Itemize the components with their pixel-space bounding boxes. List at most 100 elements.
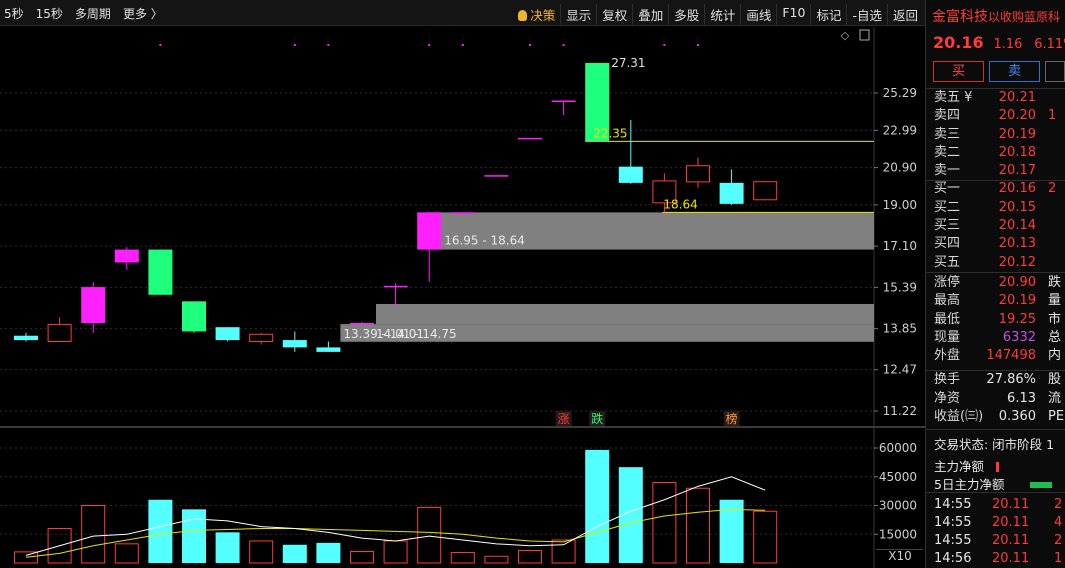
divider (926, 492, 1065, 493)
quote-row[interactable]: 卖二 20.18 (926, 144, 1065, 162)
price-annotation: 13.39 - 14.01 (343, 327, 424, 341)
volume-bar (350, 551, 374, 564)
trade-status: 交易状态: 闭市阶段 1 (934, 437, 1055, 452)
price-tick-label: 19.00 (883, 198, 917, 212)
overlay-button[interactable]: 叠加 (632, 4, 668, 25)
volume-bar (551, 539, 576, 564)
divider (926, 370, 1065, 371)
last-price: 20.16 (933, 33, 984, 52)
quote-value: 27.86% (986, 372, 1036, 388)
volume-bar (686, 487, 710, 564)
quote-label: 涨停 (934, 274, 961, 290)
mark-button[interactable]: 标记 (810, 4, 846, 25)
f10-button[interactable]: F10 (776, 4, 810, 25)
quote-label: 卖五 ¥ (934, 90, 973, 105)
volume-multiplier: X10 (888, 549, 912, 563)
quote-row[interactable]: 买五 20.12 (926, 254, 1065, 272)
stock-name[interactable]: 金富科技 (932, 9, 988, 25)
info-icon[interactable] (996, 462, 999, 472)
quote-row[interactable]: 卖四 20.20 1 (926, 107, 1065, 125)
quote-value: 20.18 (998, 144, 1036, 160)
candle-body (585, 62, 610, 142)
quote-row[interactable]: 收益(㈢) 0.360 PE (926, 408, 1065, 426)
quote-row[interactable]: 换手 27.86% 股 (926, 371, 1065, 389)
quote-row[interactable]: 买三 20.14 (926, 217, 1065, 235)
quote-row[interactable]: 买一 20.16 2 (926, 180, 1065, 198)
quote-row[interactable]: 最低 19.25 市 (926, 311, 1065, 329)
quote-row[interactable]: 买二 20.15 (926, 199, 1065, 217)
volume-bar (652, 482, 677, 564)
quote-row[interactable]: 涨停 20.90 跌 (926, 274, 1065, 292)
flow-bar (1030, 482, 1053, 488)
buy-button[interactable]: 买 (933, 61, 984, 82)
tick-volume: 2 (1054, 533, 1063, 548)
quote-label: 卖三 (934, 126, 961, 142)
quote-extra: 1 (1048, 108, 1057, 124)
volume-chart[interactable]: 60000 45000 30000 15000 X10 (0, 428, 925, 568)
event-tag-bg (589, 411, 606, 426)
volume-bar (282, 544, 307, 563)
period-15s[interactable]: 15秒 (35, 7, 63, 21)
period-selector: 5秒 15秒 多周期 更多 〉 (4, 5, 163, 22)
tick-row: 14:55 20.11 4 (926, 514, 1065, 532)
divider (926, 88, 1065, 89)
quote-row[interactable]: 买四 20.13 (926, 235, 1065, 253)
tick-row: 14:55 20.11 2 (926, 532, 1065, 550)
quote-row[interactable]: 卖三 20.19 (926, 126, 1065, 144)
quote-extra: 总 (1048, 329, 1062, 345)
candle-body (81, 287, 106, 323)
decision-button[interactable]: 决策 (513, 4, 560, 25)
candle-body (215, 327, 240, 341)
candle-body (618, 166, 643, 183)
event-tag-bg (723, 411, 740, 426)
quote-value: 19.25 (998, 311, 1036, 327)
display-button[interactable]: 显示 (560, 4, 596, 25)
back-button[interactable]: 返回 (886, 4, 923, 25)
statistics-button[interactable]: 统计 (704, 4, 740, 25)
quote-row[interactable]: 现量 6332 总 (926, 329, 1065, 347)
volume-bar (148, 499, 173, 563)
price-tick-label: 15.39 (883, 280, 917, 294)
quote-label: 外盘 (934, 348, 961, 364)
event-tag: 榜 (726, 411, 738, 426)
draw-line-button[interactable]: 画线 (740, 4, 776, 25)
candlestick-chart[interactable]: 25.29 22.99 20.90 19.00 17.10 15.39 13.85 12.47… (0, 27, 925, 427)
quote-row[interactable]: 卖一 20.17 (926, 162, 1065, 180)
volume-tick-label: 45000 (879, 470, 917, 484)
quote-value: 20.12 (998, 254, 1036, 270)
price-summary: 20.16 1.16 6.11% (933, 33, 1065, 52)
more-button[interactable] (1045, 61, 1065, 82)
quote-row[interactable]: 卖五 ¥ 20.21 (926, 89, 1065, 107)
quote-label: 买一 (934, 181, 961, 197)
signal-dot (293, 44, 296, 46)
price-annotation: 16.95 - 18.64 (444, 234, 525, 248)
quote-row[interactable]: 净资 6.13 流 (926, 390, 1065, 408)
quote-row[interactable]: 外盘 147498 内 (926, 347, 1065, 365)
price-gap-zone (427, 212, 874, 250)
candle-body (148, 249, 173, 295)
tick-list[interactable]: 14:55 20.11 2 14:55 20.11 4 14:55 20.11 2 14:56 20… (926, 496, 1065, 568)
multiplier-divider (876, 549, 923, 550)
chart-divider[interactable] (0, 426, 925, 428)
stock-header: 金富科技以收购蓝原科 (932, 6, 1060, 26)
quote-row[interactable]: 最高 20.19 量 (926, 292, 1065, 310)
candle-body (249, 333, 274, 343)
volume-bar (450, 551, 475, 564)
price-annotation: 18.64 (663, 197, 697, 211)
multi-period-button[interactable]: 多周期 (74, 7, 111, 21)
multi-stock-button[interactable]: 多股 (668, 4, 704, 25)
adjust-button[interactable]: 复权 (596, 4, 632, 25)
sell-button[interactable]: 卖 (989, 61, 1040, 82)
quote-extra: PE (1048, 409, 1065, 425)
decision-label: 决策 (530, 8, 556, 23)
volume-bar (215, 532, 240, 563)
candle-body (518, 137, 542, 140)
order-book: 卖五 ¥20.21 卖四 20.20 1 卖三 20.19 卖二 20.18 卖一 20.17 买一… (926, 89, 1065, 426)
period-5s[interactable]: 5秒 (4, 7, 24, 21)
price-tick-label: 11.22 (883, 404, 917, 418)
more-periods-button[interactable]: 更多 〉 (122, 7, 163, 21)
quote-value: 20.90 (998, 274, 1036, 290)
stock-concept-tag[interactable]: 以收购蓝原科 (988, 10, 1061, 24)
remove-watchlist-button[interactable]: -自选 (846, 4, 887, 25)
lightbulb-icon (518, 10, 528, 21)
